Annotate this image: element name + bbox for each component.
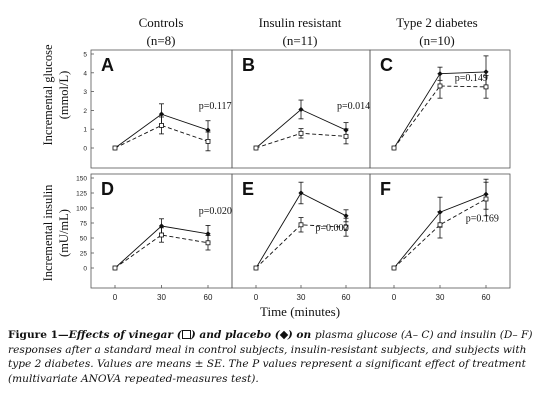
square-marker-icon: [181, 330, 191, 339]
row-label: Incremental insulin (mU/mL): [41, 184, 71, 282]
p-value: p=0.002: [315, 223, 348, 234]
y-tick-label: 2: [83, 108, 87, 115]
column-title: Insulin resistant: [259, 15, 342, 30]
caption-sep: —: [58, 329, 69, 341]
figure-panels: Controls (n=8) Insulin resistant (n=11) Type…: [41, 15, 511, 319]
data-point-square: [205, 139, 211, 144]
y-tick-label: 100: [76, 206, 87, 213]
data-point-square: [391, 265, 397, 271]
caption-part4: plasma glucose (A– C) and insulin (D– F): [314, 329, 533, 341]
row-label-line2: (mmol/L): [57, 71, 71, 120]
p-value: p=0.117: [199, 101, 232, 112]
data-point-square: [112, 145, 118, 151]
data-point-square: [343, 133, 349, 139]
panel-E: 0 30 60 p=0.002 E: [231, 173, 371, 302]
panel-B: p=0.014 B: [231, 49, 371, 169]
caption-part7: . The P values represent a significant e…: [8, 358, 526, 385]
data-point-square: [253, 265, 259, 271]
p-value: p=0.149: [455, 73, 488, 84]
panel-D: 0 25 50 75 100 125 150 0 30 60 p=0.020 D: [76, 173, 233, 302]
data-point-diamond: [298, 106, 304, 113]
data-point-square: [437, 222, 443, 228]
panel-C: p=0.149 C: [369, 49, 511, 169]
data-point-diamond: [298, 190, 304, 196]
x-tick-label: 30: [297, 293, 306, 302]
caption-figure-label: Figure 1: [8, 329, 59, 341]
data-point-square: [159, 123, 164, 128]
y-tick-label: 50: [80, 236, 88, 243]
data-point-square: [483, 84, 489, 90]
data-point-diamond: [343, 213, 349, 219]
p-value: p=0.014: [337, 101, 370, 112]
y-tick-label: 3: [83, 89, 87, 96]
p-value: p=0.169: [466, 213, 499, 224]
row-label-line2: (mU/mL): [57, 209, 71, 257]
data-point-square: [391, 145, 397, 151]
caption-part6: ± SE: [194, 358, 222, 371]
row-label: Incremental glucose (mmol/L): [41, 44, 71, 145]
x-tick-label: 30: [157, 293, 166, 302]
x-tick-label: 0: [392, 293, 397, 302]
x-tick-label: 0: [254, 293, 259, 302]
panel-F: 0 30 60 p=0.169 F: [369, 173, 511, 302]
data-point-diamond: [158, 111, 165, 117]
row-label-line1: Incremental glucose: [41, 44, 55, 145]
data-point-square: [343, 224, 349, 230]
y-tick-label: 0: [83, 146, 87, 153]
panel-letter: D: [101, 179, 114, 199]
y-tick-label: 0: [83, 266, 87, 273]
data-point-square: [437, 83, 443, 89]
series-line-vinegar: [393, 198, 487, 269]
data-point-square: [483, 196, 489, 202]
data-point-square: [298, 130, 304, 136]
x-tick-label: 60: [204, 293, 213, 302]
figure-caption: Figure 1—Effects of vinegar ( ) and place…: [8, 328, 553, 386]
data-point-square: [159, 232, 164, 238]
caption-part3: ) on: [287, 329, 315, 341]
diamond-marker-icon: [279, 330, 288, 340]
series-line-vinegar: [393, 85, 487, 149]
panel-letter: B: [242, 55, 255, 75]
column-title: Controls: [139, 15, 184, 30]
y-tick-label: 25: [80, 251, 88, 258]
data-point-diamond: [158, 223, 165, 229]
data-point-diamond: [483, 69, 489, 75]
x-tick-label: 60: [342, 293, 351, 302]
panel-letter: E: [242, 179, 254, 199]
data-point-square: [205, 240, 211, 246]
caption-part2: ) and placebo (: [190, 329, 280, 341]
caption-part5: responses after a standard meal in contr…: [8, 343, 527, 371]
x-tick-label: 0: [113, 293, 118, 302]
panel-letter: F: [380, 179, 391, 199]
y-tick-label: 5: [83, 52, 87, 59]
data-point-square: [298, 222, 304, 228]
data-point-diamond: [205, 231, 211, 237]
row-label-line1: Incremental insulin: [41, 184, 55, 282]
y-tick-label: 125: [76, 191, 87, 198]
column-title: Type 2 diabetes: [396, 15, 477, 30]
panel-frame: [369, 49, 511, 169]
caption-part1: Effects of vinegar (: [68, 329, 182, 341]
data-point-square: [253, 145, 259, 151]
column-subtitle: (n=8): [147, 33, 176, 48]
x-tick-label: 60: [482, 293, 491, 302]
data-point-square: [112, 265, 118, 271]
panel-A: 0 1 2 3 4 5 p=0.117 A: [83, 49, 233, 169]
panel-letter: C: [380, 55, 393, 75]
panel-letter: A: [101, 55, 114, 75]
x-tick-label: 30: [436, 293, 445, 302]
column-subtitle: (n=10): [419, 33, 455, 48]
y-tick-label: 150: [76, 176, 87, 183]
x-axis-label: Time (minutes): [260, 304, 340, 319]
y-tick-label: 75: [80, 221, 88, 228]
p-value: p=0.020: [199, 206, 232, 217]
data-point-diamond: [205, 127, 211, 133]
y-tick-label: 4: [83, 70, 87, 77]
column-subtitle: (n=11): [282, 33, 317, 48]
y-tick-label: 1: [83, 127, 87, 134]
series-line-vinegar: [114, 234, 209, 269]
